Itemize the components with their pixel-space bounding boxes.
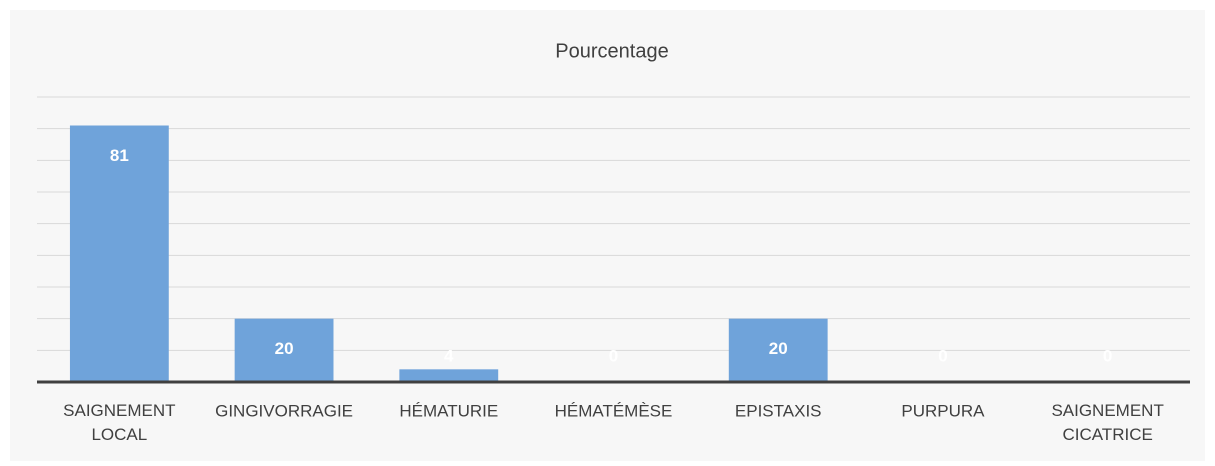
chart-title: Pourcentage [555, 40, 668, 62]
data-label: 0 [609, 346, 618, 365]
x-tick-label: SAIGNEMENT LOCAL [63, 401, 175, 444]
x-tick-label: PURPURA [901, 401, 985, 420]
x-tick-label: SAIGNEMENT CICATRICE [1051, 401, 1163, 444]
x-tick-label: GINGIVORRAGIE [215, 401, 353, 420]
data-label: 4 [444, 346, 454, 365]
data-label: 20 [769, 339, 788, 358]
bar [234, 318, 334, 382]
x-tick-label: EPISTAXIS [735, 401, 822, 420]
x-tick-label: HÉMATURIE [399, 401, 498, 420]
data-label: 81 [110, 146, 129, 165]
bar [69, 125, 169, 382]
chart-area [10, 10, 1205, 461]
bar [728, 318, 828, 382]
bar [399, 369, 499, 382]
data-label: 20 [275, 339, 294, 358]
data-label: 0 [938, 346, 947, 365]
data-label: 0 [1103, 346, 1112, 365]
x-tick-label: HÉMATÉMÈSE [555, 401, 673, 420]
